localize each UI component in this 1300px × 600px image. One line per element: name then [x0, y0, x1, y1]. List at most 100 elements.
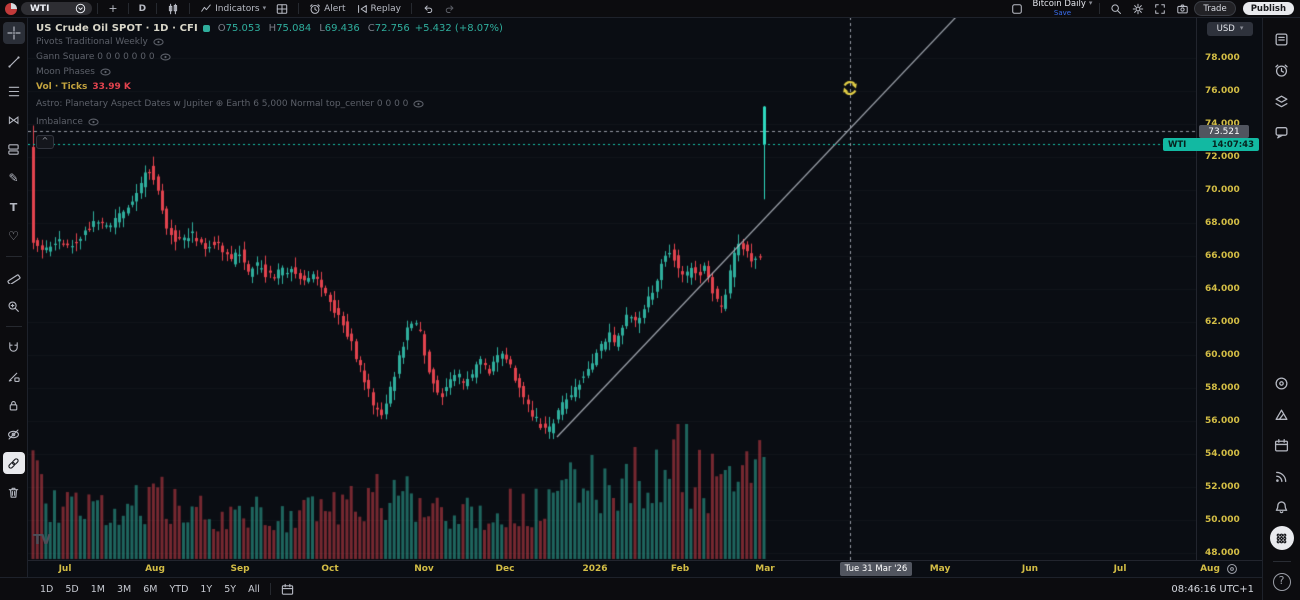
range-button-5D[interactable]: 5D: [65, 583, 79, 595]
range-button-6M[interactable]: 6M: [143, 583, 158, 595]
time-tick-label: Dec: [495, 564, 515, 574]
redo-button[interactable]: [439, 1, 461, 16]
save-layout-link[interactable]: Save: [1053, 8, 1072, 17]
news-button[interactable]: [1270, 464, 1294, 488]
calendar-button[interactable]: [1270, 433, 1294, 457]
notifications-button[interactable]: [1270, 495, 1294, 519]
indicator-row-pivots[interactable]: Pivots Traditional Weekly: [36, 34, 503, 49]
text-tool-button[interactable]: T: [3, 196, 25, 218]
currency-selector[interactable]: USD ▾: [1207, 22, 1253, 36]
range-button-5Y[interactable]: 5Y: [224, 583, 237, 595]
replay-button[interactable]: Replay: [351, 1, 406, 16]
range-button-1D[interactable]: 1D: [40, 583, 54, 595]
top-toolbar: WTI + D Indicators ▾ Alert Replay: [0, 0, 1300, 18]
indicator-row-moon[interactable]: Moon Phases: [36, 64, 503, 79]
price-axis[interactable]: USD ▾ 78.000 76.000 74.000 72.000 70.000 68.0…: [1163, 17, 1263, 560]
pane-collapse-button[interactable]: ^: [36, 135, 54, 149]
indicator-row-volume[interactable]: Vol · Ticks 33.99 K: [36, 81, 131, 92]
interval-button[interactable]: D: [138, 3, 147, 14]
layers-icon: [1274, 94, 1289, 109]
lock-all-button[interactable]: [3, 394, 25, 416]
crosshair-tool-button[interactable]: [2, 22, 25, 44]
range-button-3M[interactable]: 3M: [116, 583, 132, 595]
indicator-row-gann[interactable]: Gann Square 0 0 0 0 0 0 0: [36, 49, 503, 64]
emoji-tool-button[interactable]: ♡: [3, 225, 25, 247]
question-mark-icon: ?: [1272, 573, 1291, 591]
brush-tool-button[interactable]: ✎: [3, 167, 25, 189]
time-tick-label: Oct: [321, 564, 339, 574]
undo-button[interactable]: [417, 1, 439, 16]
app-logo[interactable]: [5, 2, 17, 15]
pencil-lock-icon: [7, 370, 20, 383]
symbol-switch-icon[interactable]: [75, 3, 86, 14]
trade-button[interactable]: Trade: [1194, 1, 1236, 16]
ideas-button[interactable]: [1270, 402, 1294, 426]
watchlist-icon: [1274, 32, 1289, 47]
layout-name-button[interactable]: Bitcoin Daily ▾ Save: [1033, 0, 1093, 17]
eye-icon[interactable]: [413, 100, 425, 108]
eye-icon[interactable]: [100, 68, 111, 76]
status-clock[interactable]: 08:46:16 UTC+1: [1171, 583, 1254, 595]
time-tick-label: Jul: [1113, 564, 1127, 574]
search-icon: [1110, 3, 1122, 15]
price-tick-label: 60.000: [1205, 350, 1240, 360]
publish-button[interactable]: Publish: [1242, 2, 1294, 15]
screener-button[interactable]: [1270, 371, 1294, 395]
multichart-select-checkbox[interactable]: [1011, 3, 1023, 15]
watchlist-button[interactable]: [1270, 27, 1294, 51]
alerts-button[interactable]: [1270, 58, 1294, 82]
quick-search-button[interactable]: [1105, 1, 1127, 16]
timezone-settings-icon[interactable]: [1226, 563, 1238, 575]
chart-type-button[interactable]: [162, 1, 184, 16]
price-chart-canvas[interactable]: [28, 17, 1196, 560]
range-button-1Y[interactable]: 1Y: [200, 583, 213, 595]
fullscreen-button[interactable]: [1149, 1, 1171, 16]
plus-icon: +: [108, 2, 118, 15]
symbol-legend-row[interactable]: US Crude Oil SPOT · 1D · CFI O75.053 H75…: [36, 23, 503, 34]
zoom-in-tool-button[interactable]: [3, 295, 25, 317]
symbol-search-box[interactable]: WTI: [21, 2, 93, 15]
time-axis[interactable]: Jul Aug Sep Oct Nov Dec 2026 Feb Mar May Jun Jul Aug…: [28, 560, 1262, 578]
help-button[interactable]: ?: [1270, 570, 1294, 594]
eye-icon[interactable]: [153, 38, 164, 46]
compare-add-button[interactable]: +: [103, 1, 122, 16]
position-tool-icon: [7, 143, 20, 156]
price-tick-label: 52.000: [1205, 482, 1240, 492]
bar-countdown: 14:07:43: [1211, 139, 1254, 150]
chat-button[interactable]: [1270, 120, 1294, 144]
indicators-button[interactable]: Indicators ▾: [195, 1, 271, 16]
symbol-label: WTI: [30, 3, 50, 14]
screenshot-button[interactable]: [1171, 1, 1194, 16]
time-tick-label: Jul: [58, 564, 72, 574]
chart-pane: US Crude Oil SPOT · 1D · CFI O75.053 H75…: [28, 17, 1262, 577]
settings-button[interactable]: [1127, 1, 1149, 16]
fib-tool-button[interactable]: [3, 80, 25, 102]
candles-icon: [167, 3, 179, 15]
range-button-1M[interactable]: 1M: [90, 583, 105, 595]
indicator-row-imbalance[interactable]: Imbalance: [36, 114, 503, 129]
range-button-All[interactable]: All: [248, 583, 260, 595]
eye-icon[interactable]: [88, 118, 99, 126]
trendline-tool-button[interactable]: [3, 51, 25, 73]
indicator-row-astro[interactable]: Astro: Planetary Aspect Dates w Jupiter …: [36, 94, 503, 114]
eye-icon[interactable]: [159, 53, 171, 61]
high-value: 75.084: [276, 23, 312, 34]
layout-templates-button[interactable]: [271, 1, 293, 16]
alert-button[interactable]: Alert: [304, 1, 350, 16]
hide-drawings-button[interactable]: [3, 423, 25, 445]
drawing-lock-button[interactable]: [3, 365, 25, 387]
forecast-tool-button[interactable]: [3, 138, 25, 160]
object-tree-button[interactable]: [1270, 89, 1294, 113]
time-tick-label: Feb: [670, 564, 690, 574]
remove-drawings-button[interactable]: [3, 481, 25, 503]
go-to-date-button[interactable]: [281, 583, 294, 596]
grid-layout-icon: [276, 3, 288, 15]
pattern-tool-button[interactable]: ⋈: [3, 109, 25, 131]
magnet-tool-button[interactable]: [3, 336, 25, 358]
apps-grid-button[interactable]: [1269, 526, 1294, 550]
price-tick-label: 72.000: [1205, 152, 1240, 162]
crosshair-price-label: 73.521: [1199, 125, 1249, 138]
sync-drawings-button[interactable]: [2, 452, 25, 474]
range-button-YTD[interactable]: YTD: [169, 583, 189, 595]
measure-tool-button[interactable]: [3, 266, 25, 288]
